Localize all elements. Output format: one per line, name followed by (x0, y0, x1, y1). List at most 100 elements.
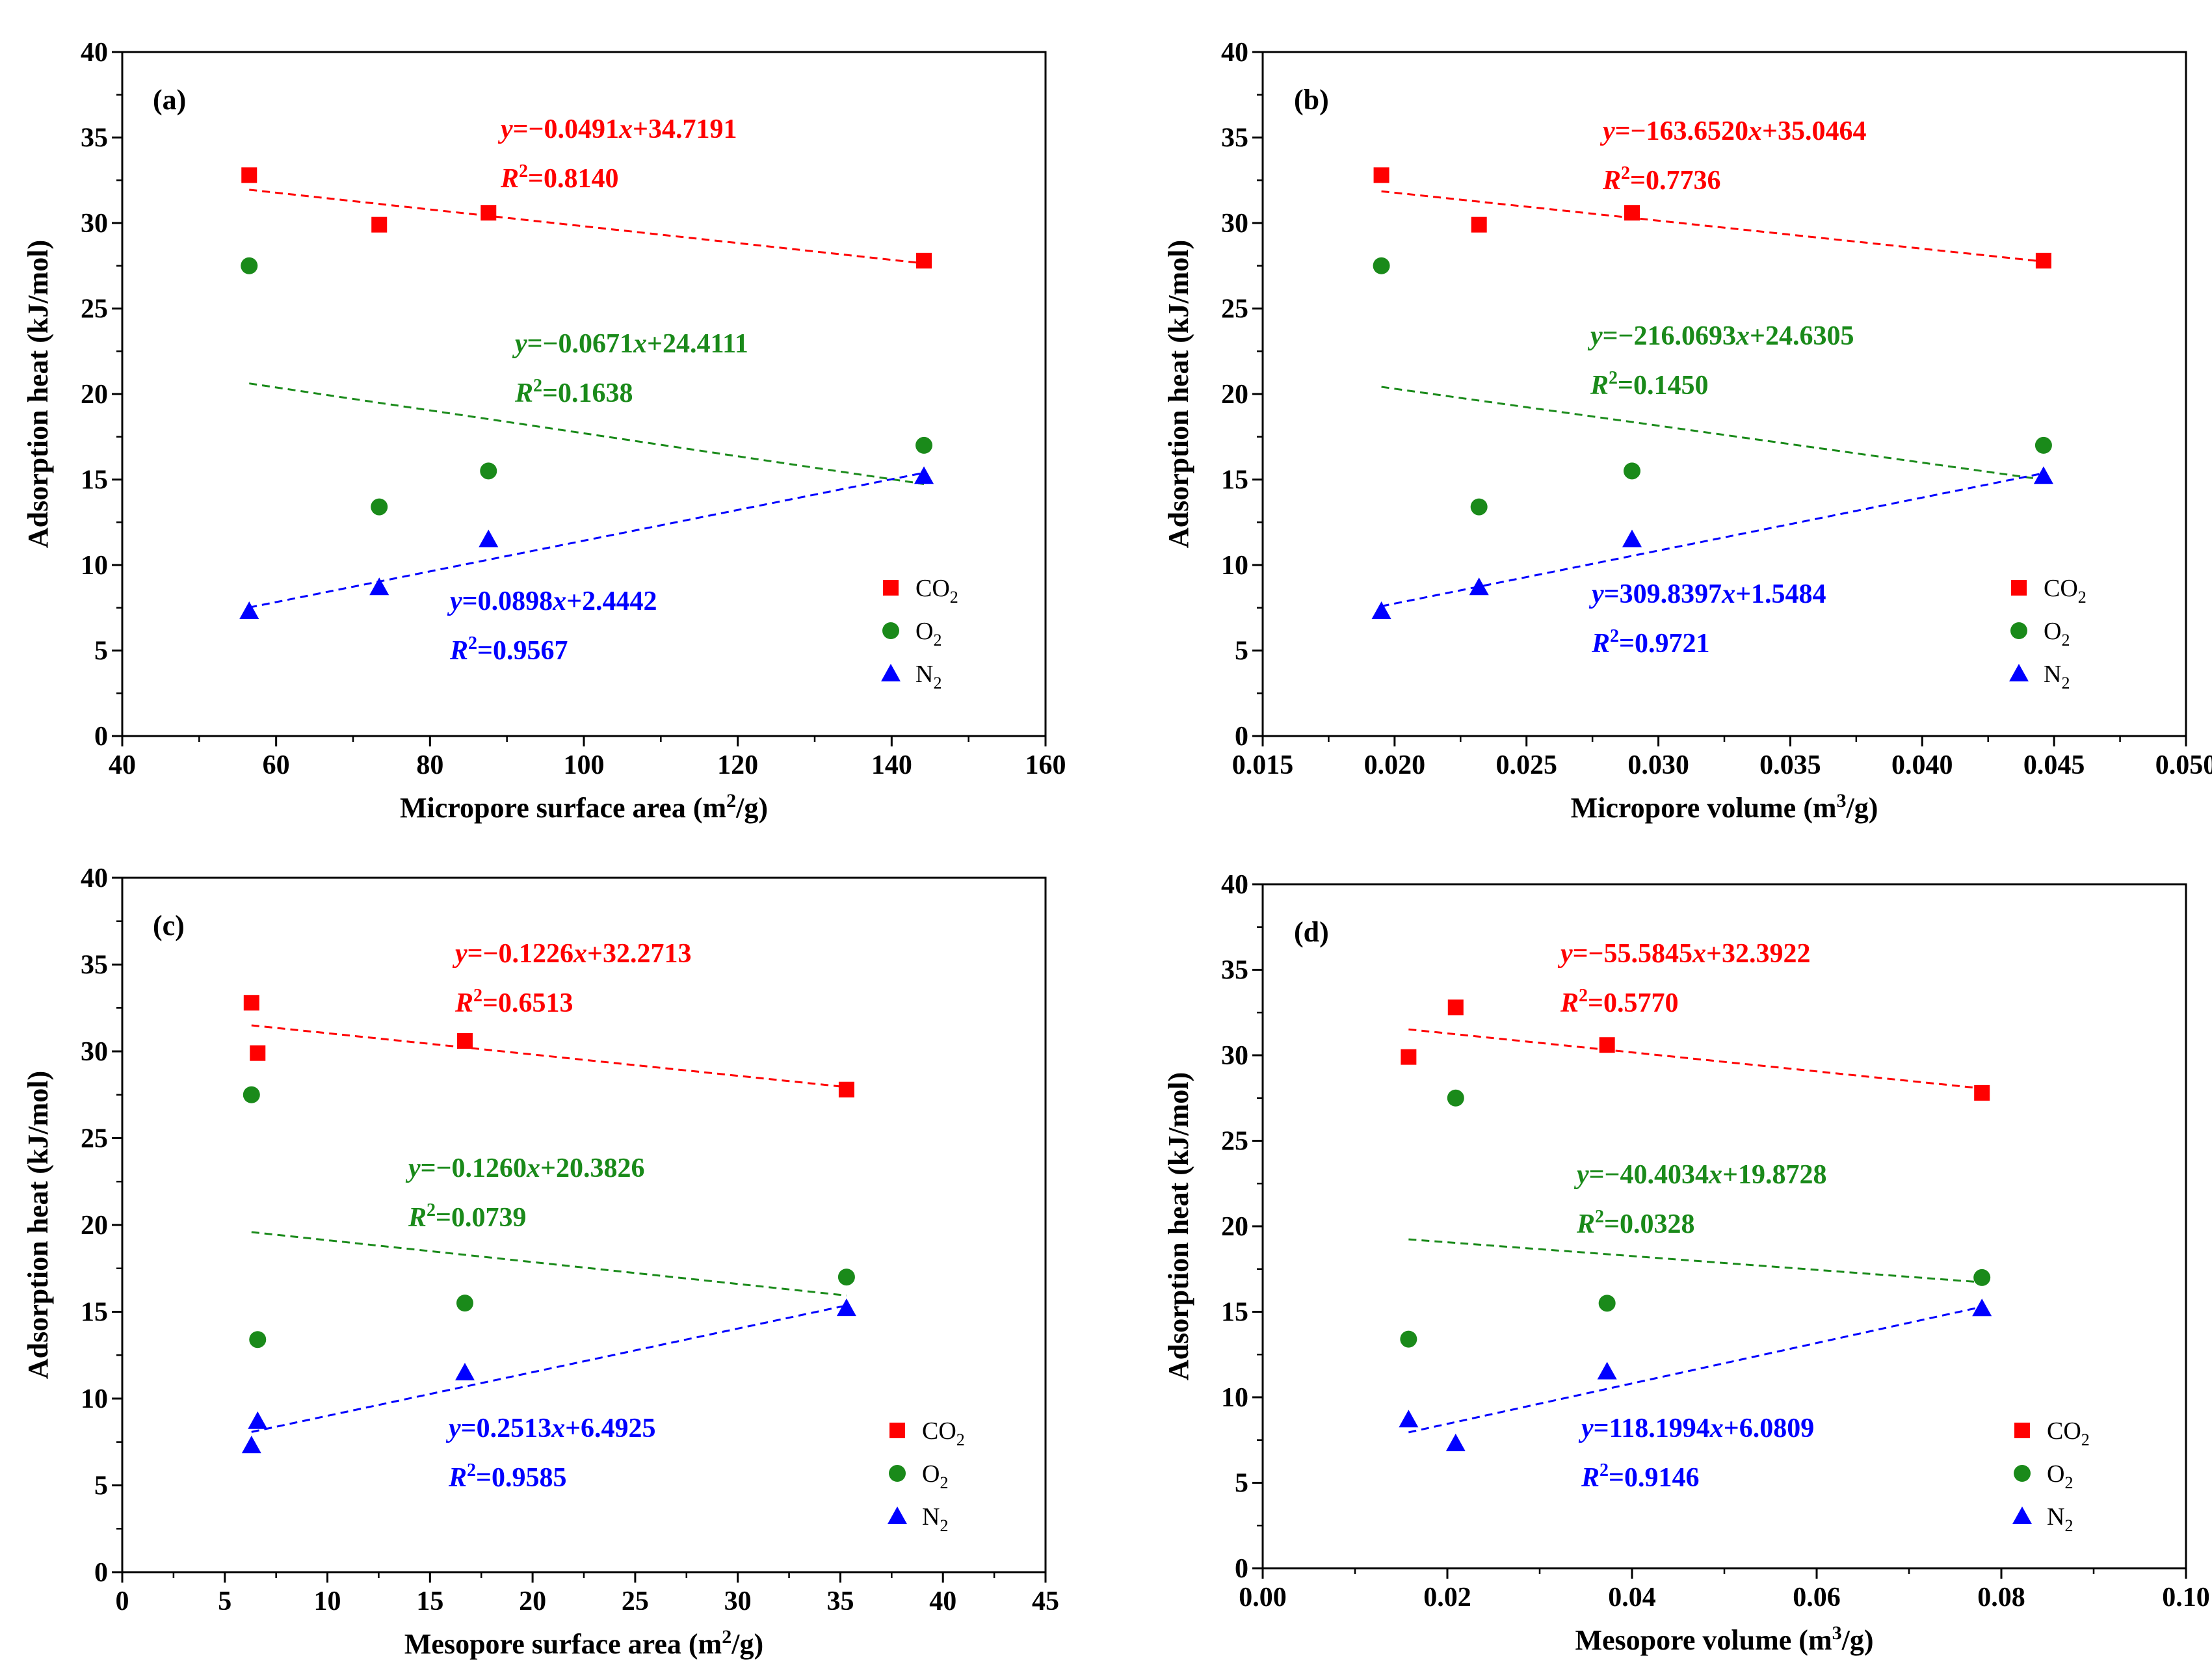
legend-item-o2: O2 (882, 618, 941, 650)
x-tick-label: 0.04 (1608, 1583, 1656, 1612)
fit-r2-n2: R2=0.9721 (1591, 626, 1709, 659)
fit-line-o2 (1408, 1238, 1982, 1283)
equation-variable: x (551, 1414, 565, 1443)
text-span: +24.4111 (647, 329, 748, 359)
text-span: =−216.0693 (1603, 321, 1736, 351)
y-tick-label: 35 (1221, 124, 1248, 153)
r-symbol: R (500, 164, 519, 194)
text-span: =0.2513 (461, 1414, 551, 1443)
panel-label: (a) (153, 84, 186, 116)
y-tick-label: 10 (1221, 551, 1248, 581)
r-symbol: R (1602, 166, 1621, 196)
x-tick-label: 0.045 (2023, 750, 2085, 780)
legend-marker-co2 (2014, 1423, 2030, 1438)
fit-r2-co2: R2=0.5770 (1560, 986, 1678, 1018)
text-span: =−163.6520 (1615, 116, 1748, 146)
series-o2: y=−0.0671x+24.4111 R2=0.1638 (241, 257, 933, 516)
subscript: 2 (2078, 588, 2087, 607)
text-span: /g) (1841, 1624, 1874, 1656)
data-point-co2 (243, 995, 259, 1011)
x-tick-label: 0.02 (1423, 1583, 1471, 1612)
fit-equation-o2: y=−40.4034x+19.8728 (1573, 1160, 1826, 1190)
text-span: +35.0464 (1762, 116, 1866, 146)
y-tick-label: 25 (81, 1124, 108, 1154)
y-axis-label: Adsorption heat (kJ/mol) (22, 240, 54, 548)
text-span: CO (915, 575, 950, 602)
x-tick-label: 0.040 (1891, 750, 1953, 780)
data-point-n2 (241, 1436, 261, 1454)
x-tick-label: 0.10 (2162, 1583, 2210, 1612)
data-point-n2 (369, 577, 389, 596)
data-point-o2 (1973, 1269, 1991, 1286)
data-point-o2 (915, 436, 933, 454)
fit-r2-n2: R2=0.9567 (449, 633, 568, 666)
text-span: +32.3922 (1706, 939, 1810, 969)
fit-equation-n2: y=0.2513x+6.4925 (445, 1414, 656, 1443)
y-axis-label: Adsorption heat (kJ/mol) (1163, 1072, 1194, 1380)
legend-label-o2: O2 (915, 618, 941, 650)
text-span: O (2044, 618, 2061, 645)
equation-variable: x (1709, 1414, 1724, 1443)
text-span: Mesopore surface area (m (404, 1628, 722, 1660)
text-span: =0.6513 (482, 988, 573, 1018)
y-tick-label: 40 (81, 38, 108, 68)
text-span: +34.7191 (633, 114, 737, 144)
text-span: =0.9721 (1619, 629, 1709, 659)
y-tick-label: 15 (1221, 466, 1248, 495)
fit-r2-co2: R2=0.6513 (454, 986, 573, 1018)
fit-equation-o2: y=−0.1260x+20.3826 (405, 1153, 644, 1183)
equation-variable: y (1573, 1160, 1589, 1190)
y-tick-label: 35 (81, 124, 108, 153)
superscript: 3 (1837, 790, 1847, 811)
y-tick-label: 10 (1221, 1383, 1248, 1413)
text-span: +19.8728 (1722, 1160, 1826, 1190)
y-tick-label: 30 (1221, 1041, 1248, 1071)
x-tick-label: 0 (116, 1586, 129, 1616)
x-tick-label: 45 (1032, 1586, 1059, 1616)
subscript: 2 (2064, 1516, 2073, 1535)
fit-line-o2 (251, 1231, 847, 1297)
fit-line-n2 (1408, 1306, 1982, 1434)
equation-variable: x (1708, 1160, 1722, 1190)
text-span: =0.0328 (1604, 1209, 1694, 1239)
fit-r2-o2: R2=0.1450 (1590, 368, 1708, 401)
legend-label-co2: CO2 (915, 575, 958, 607)
text-span: =0.7736 (1630, 166, 1720, 196)
r-symbol: R (1590, 371, 1609, 401)
fit-equation-co2: y=−0.0491x+34.7191 (497, 114, 737, 144)
y-tick-label: 40 (1221, 38, 1248, 68)
subscript: 2 (2061, 631, 2070, 650)
series-co2: y=−163.6520x+35.0464 R2=0.7736 (1373, 116, 2051, 269)
data-point-n2 (1622, 529, 1642, 547)
x-tick-label: 140 (871, 750, 912, 780)
text-span: =0.0739 (436, 1203, 526, 1233)
data-point-n2 (454, 1362, 475, 1380)
series-n2: y=0.2513x+6.4925 R2=0.9585 (241, 1298, 856, 1493)
data-point-co2 (1471, 217, 1487, 233)
text-span: Micropore volume (m (1571, 792, 1837, 824)
equation-variable: y (405, 1153, 421, 1183)
y-tick-label: 40 (81, 863, 108, 893)
y-axis-label: Adsorption heat (kJ/mol) (22, 1071, 54, 1379)
y-tick-label: 5 (94, 1471, 108, 1501)
data-point-o2 (1447, 1089, 1464, 1107)
x-tick-label: 0.025 (1495, 750, 1557, 780)
panel-label: (c) (153, 910, 185, 941)
x-tick-label: 15 (416, 1586, 443, 1616)
subscript: 2 (940, 1473, 948, 1492)
legend-item-co2: CO2 (883, 575, 958, 607)
legend-marker-o2 (889, 1465, 906, 1482)
chart-panel-a: 40 60 80 100 120 140 160 0 5 10 15 20 25 30 35 40 Microp… (22, 38, 1066, 824)
data-point-co2 (916, 252, 932, 269)
y-tick-label: 20 (81, 380, 108, 410)
data-point-o2 (837, 1269, 855, 1286)
fit-equation-o2: y=−216.0693x+24.6305 (1587, 321, 1854, 351)
equation-variable: x (633, 329, 647, 359)
data-point-n2 (1371, 601, 1391, 620)
legend-label-n2: N2 (2047, 1503, 2073, 1535)
legend-marker-o2 (2010, 622, 2027, 639)
legend-item-n2: N2 (2009, 661, 2070, 692)
legend-marker-n2 (881, 664, 901, 681)
